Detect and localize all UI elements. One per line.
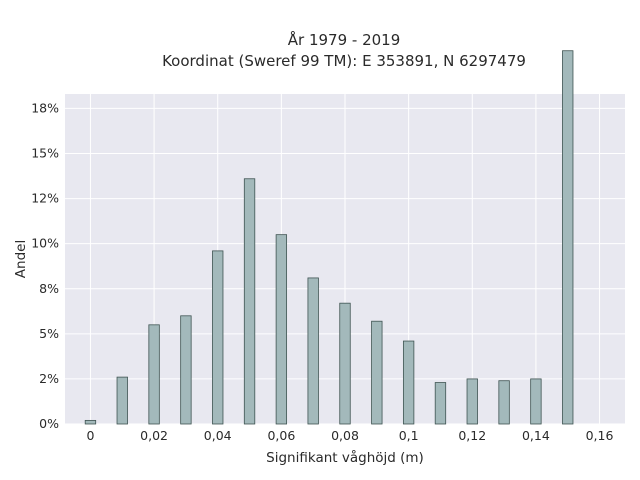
y-tick-label: 8%	[39, 281, 59, 296]
histogram-bar	[498, 380, 510, 425]
histogram-bar	[402, 340, 415, 425]
histogram-bar	[116, 376, 128, 425]
y-tick-label: 5%	[39, 326, 59, 341]
histogram-bar	[275, 234, 288, 425]
x-tick-label: 0,12	[458, 428, 486, 443]
y-tick-label: 2%	[39, 371, 59, 386]
x-tick-labels: 0 0,02 0,04 0,06 0,08 0,1 0,12 0,14 0,16	[86, 428, 613, 443]
histogram-bar	[243, 178, 256, 425]
y-axis-label: Andel	[13, 240, 29, 278]
histogram-bar	[307, 277, 319, 425]
x-axis-label: Signifikant våghöjd (m)	[266, 449, 424, 466]
y-tick-label: 18%	[31, 100, 59, 115]
histogram-bar	[212, 250, 224, 425]
histogram-bar	[84, 419, 97, 425]
histogram-bar	[530, 378, 542, 425]
histogram-bar	[148, 324, 160, 425]
y-tick-labels: 0% 2% 5% 8% 10% 12% 15% 18%	[31, 100, 59, 431]
histogram-bar	[339, 302, 351, 425]
chart-title-line1: År 1979 - 2019	[288, 30, 401, 49]
x-tick-label: 0,16	[586, 428, 614, 443]
chart-title-line2: Koordinat (Sweref 99 TM): E 353891, N 62…	[162, 52, 526, 70]
x-tick-label: 0,04	[204, 428, 232, 443]
x-tick-label: 0,14	[522, 428, 550, 443]
y-tick-label: 15%	[31, 146, 59, 161]
x-tick-label: 0	[86, 428, 94, 443]
x-tick-label: 0,08	[331, 428, 359, 443]
x-tick-label: 0,02	[140, 428, 168, 443]
y-tick-label: 12%	[31, 191, 59, 206]
y-tick-label: 10%	[31, 236, 59, 251]
bar-layer	[84, 50, 574, 425]
histogram-bar	[180, 315, 192, 425]
histogram-bar	[434, 382, 447, 425]
histogram-bar	[371, 320, 383, 425]
x-tick-label: 0,06	[267, 428, 295, 443]
histogram-bar	[466, 378, 478, 425]
x-tick-label: 0,1	[399, 428, 419, 443]
y-tick-label: 0%	[39, 416, 59, 431]
histogram-bar	[562, 50, 574, 425]
